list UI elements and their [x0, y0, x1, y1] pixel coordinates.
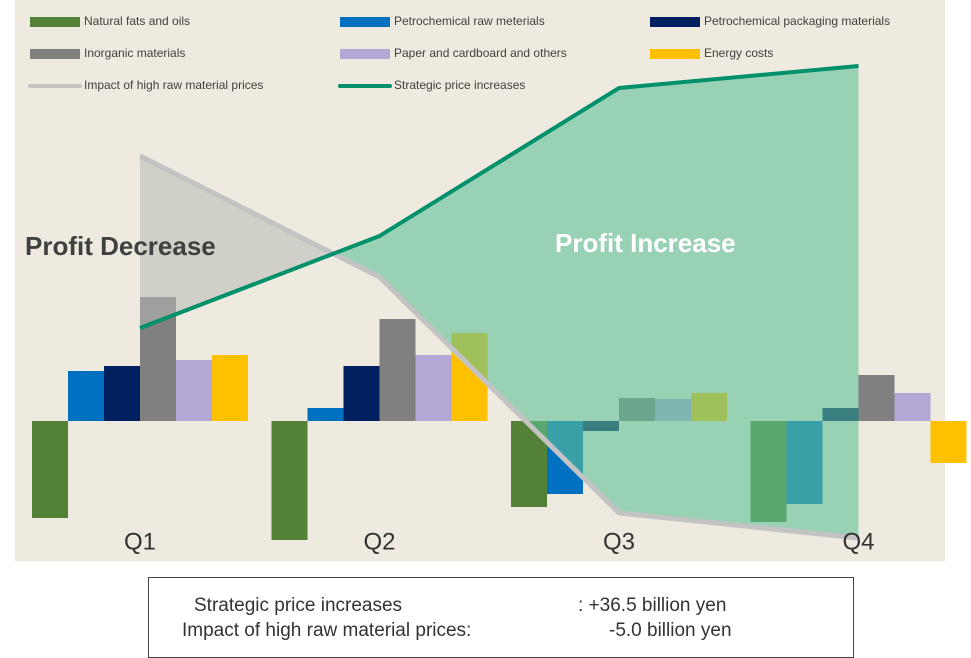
legend-label: Energy costs [704, 46, 773, 60]
x-tick-label: Q1 [124, 528, 156, 555]
bar [307, 408, 344, 421]
legend-label: Petrochemical raw meterials [394, 14, 545, 28]
profit-area [333, 236, 380, 277]
x-tick-label: Q2 [363, 528, 395, 555]
legend-swatch [650, 49, 700, 59]
bar [212, 355, 248, 421]
bar [104, 366, 140, 421]
profit-area [619, 66, 859, 538]
bar [343, 366, 380, 421]
legend-swatch [340, 17, 390, 27]
bar [930, 421, 967, 463]
line [139, 64, 859, 330]
x-tick-label: Q3 [603, 528, 635, 555]
legend-swatch [650, 17, 700, 27]
legend-label: Natural fats and oils [84, 14, 190, 28]
profit-area [379, 88, 619, 513]
bar [68, 371, 104, 421]
legend-swatch [30, 49, 80, 59]
legend-swatch [30, 17, 80, 27]
legend-label: Inorganic materials [84, 46, 185, 60]
annotation: Profit Decrease [25, 231, 216, 261]
bar [271, 421, 308, 540]
legend-label: Strategic price increases [394, 78, 525, 92]
line [138, 153, 859, 541]
bar [32, 421, 68, 518]
summary-value: : +36.5 billion yen [578, 595, 726, 616]
bar [858, 375, 895, 421]
bar [379, 319, 416, 421]
legend-label: Petrochemical packaging materials [704, 14, 890, 28]
legend-label: Paper and cardboard and others [394, 46, 567, 60]
summary-value: -5.0 billion yen [609, 620, 732, 641]
x-tick-label: Q4 [842, 528, 874, 555]
summary-label: Impact of high raw material prices: [182, 620, 471, 641]
annotation: Profit Increase [555, 228, 736, 258]
legend-label: Impact of high raw material prices [84, 78, 263, 92]
bar [894, 393, 931, 421]
summary-label: Strategic price increases [194, 595, 402, 616]
legend-swatch [340, 49, 390, 59]
bar [415, 355, 452, 421]
profit-area [140, 156, 334, 328]
bar [176, 360, 212, 421]
summary-box [148, 577, 854, 658]
